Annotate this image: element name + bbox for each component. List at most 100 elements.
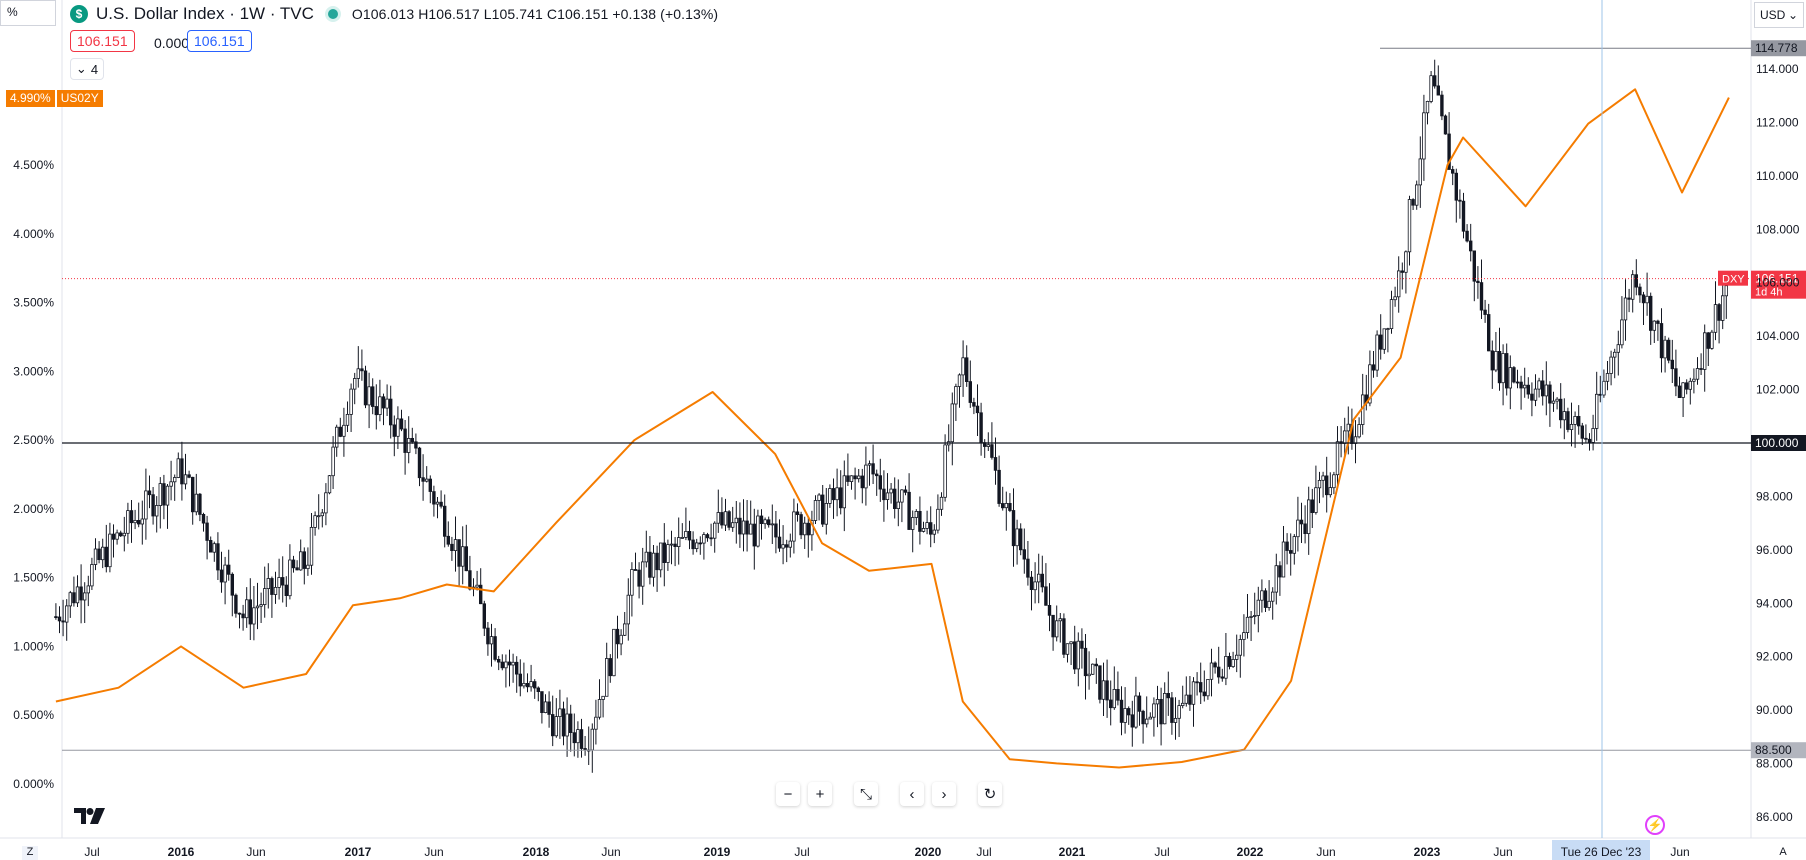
right-axis-tick: 96.000 [1756,543,1793,557]
dxy-candle [925,510,929,535]
dxy-candle [612,628,616,677]
dxy-candle [345,401,350,432]
dxy-candle [605,642,609,697]
right-axis-tick: 106.000 [1756,276,1800,290]
dxy-candle [558,689,562,739]
scroll-right-button[interactable]: › [932,782,956,806]
dxy-candle [435,497,440,519]
dxy-candle [1411,198,1415,210]
dxy-candle [432,485,436,517]
dxy-candle [1271,587,1275,620]
dxy-candle [1674,349,1678,397]
dxy-candle [208,536,213,553]
dxy-candle [817,493,821,521]
dxy-candle [1443,114,1448,135]
dxy-candle [1127,706,1131,725]
dxy-candle [356,346,360,388]
lightning-icon[interactable]: ⚡ [1645,815,1665,835]
zoom-in-button[interactable]: + [808,782,832,806]
dxy-candle [1512,366,1516,384]
dxy-candle [536,686,540,702]
dxy-candle [1022,528,1026,574]
market-status-icon[interactable] [327,9,338,19]
dxy-candle [1476,266,1480,299]
dxy-candle [266,563,270,609]
dxy-candle [569,704,573,752]
dxy-candle [1386,327,1390,353]
scroll-left-button[interactable]: ‹ [900,782,924,806]
us02y-value: 4.990% [6,90,55,107]
dxy-candle [457,539,461,587]
dxy-candle [212,541,216,562]
dxy-candle [1706,332,1710,366]
auto-scale-button[interactable]: A [1779,846,1787,858]
dxy-candle [65,599,69,641]
dxy-candle [659,542,663,578]
dxy-candle [1465,224,1469,243]
dxy-candle [1634,259,1638,296]
reset-scale-button[interactable]: ⤡ [854,782,878,806]
sell-price-button[interactable]: 106.151 [70,30,135,52]
dxy-candle [72,576,76,607]
dxy-candle [1285,533,1289,565]
dxy-candle [673,537,677,567]
dxy-candle [1339,426,1343,458]
low-price-label: 88.500 [1755,743,1792,757]
dxy-candle [1047,583,1052,632]
time-axis-tick: Jul [1154,845,1169,859]
buy-price-button[interactable]: 106.151 [187,30,252,52]
dxy-candle [280,556,285,603]
symbol-tag-bg [1718,270,1748,286]
dxy-candle [720,497,724,529]
dxy-candle [1652,320,1656,343]
dxy-candle [972,397,976,415]
dxy-candle [464,524,468,572]
dxy-candle [752,508,756,570]
dxy-candle [1379,314,1383,360]
symbol-title[interactable]: U.S. Dollar Index · 1W · TVC [96,4,314,23]
dxy-candle [277,558,281,600]
z-button[interactable]: Z [22,846,38,860]
dxy-candle [849,475,854,490]
currency-select[interactable]: USD ⌄ [1754,2,1804,28]
scale-unit-input[interactable]: % [0,0,56,26]
dxy-candle [1609,350,1613,386]
dxy-candle [1238,634,1242,678]
dxy-candle [374,384,378,430]
dxy-candle [1389,290,1394,334]
dxy-candle [1418,136,1422,208]
left-axis-tick: 3.500% [13,296,54,310]
dxy-candle [1551,391,1556,412]
dxy-candle [349,383,353,432]
tradingview-logo-icon[interactable] [74,808,106,826]
indicators-collapse-button[interactable]: ⌄ 4 [70,58,104,80]
zoom-out-button[interactable]: − [776,782,800,806]
dxy-candle [1152,697,1156,737]
dxy-candle [831,478,836,519]
left-axis-tick: 2.000% [13,502,54,516]
dxy-candle [1508,355,1512,410]
dxy-candle [1317,471,1322,504]
dxy-candle [799,511,803,540]
dxy-candle [1627,288,1631,313]
dxy-candle [1224,633,1228,686]
dxy-candle [1422,94,1426,181]
dxy-candle [1454,168,1458,223]
dxy-candle [90,557,94,590]
reset-chart-button[interactable]: ↻ [978,782,1002,806]
dxy-candle [136,502,141,528]
dxy-candle [1548,381,1552,427]
right-axis-tick: 92.000 [1756,650,1793,664]
dxy-candle [115,529,119,545]
dxy-candle [1267,580,1271,611]
dxy-candle [302,547,306,585]
dxy-candle [975,384,980,436]
dxy-candle [1105,659,1109,718]
dxy-candle [1037,553,1041,604]
dxy-candle [1213,661,1217,674]
dxy-candle [273,571,278,604]
dxy-candle [813,495,818,524]
dxy-candle [1397,256,1401,313]
dxy-candle [896,479,900,527]
